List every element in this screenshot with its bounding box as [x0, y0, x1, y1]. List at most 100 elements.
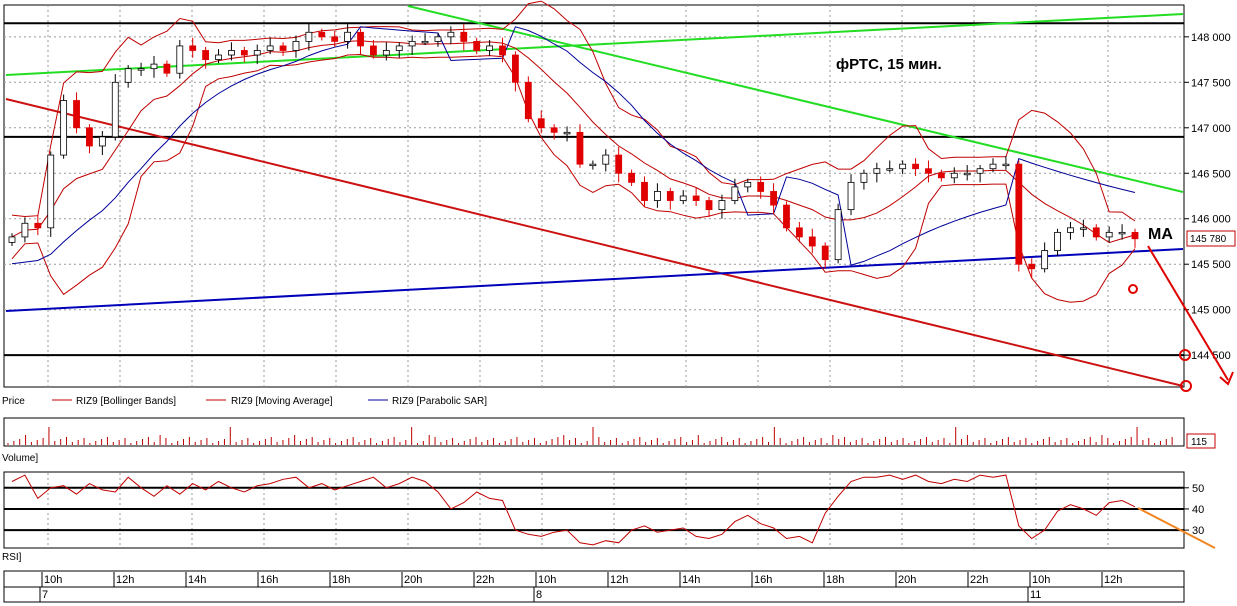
y-tick-label: 146 000: [1191, 214, 1231, 226]
candle-body: [757, 181, 765, 192]
candle-body: [886, 168, 894, 171]
green-trend-line-falling: [407, 5, 1184, 193]
candle-body: [937, 172, 945, 179]
candle-body: [266, 45, 274, 51]
candle-body: [215, 54, 222, 60]
day-label: 7: [42, 589, 48, 601]
candle-body: [834, 209, 842, 261]
x-tick-label: 12h: [116, 574, 134, 586]
target-marker: [1180, 380, 1192, 392]
candle-body: [344, 31, 352, 42]
volume-panel-frame: [3, 417, 1185, 447]
rsi-grid: [47, 473, 1109, 547]
candle-body: [963, 172, 971, 176]
candle-body: [808, 236, 816, 247]
candle-body: [1067, 227, 1074, 233]
candle-body: [111, 81, 119, 138]
candle-body: [137, 68, 145, 71]
candle-body: [279, 45, 287, 51]
candle-body: [537, 118, 545, 129]
candle-body: [795, 227, 803, 238]
candle-body: [524, 81, 532, 120]
candle-body: [292, 40, 300, 51]
candle-body: [240, 50, 248, 56]
rsi-tick-label: 40: [1192, 504, 1204, 516]
candle-body: [331, 36, 339, 42]
red-trend-line: [5, 98, 1184, 387]
candle-body: [86, 127, 93, 147]
price-axis: 144 500 145 000 145 500 146 000 146 500 147 0…: [1184, 32, 1231, 362]
y-tick-label: 145 500: [1191, 259, 1231, 271]
candle-body: [202, 50, 210, 60]
candle-body: [421, 40, 429, 44]
candle-body: [382, 50, 390, 56]
x-tick-label: 12h: [1104, 574, 1122, 586]
candle-body: [60, 100, 68, 156]
x-tick-label: 16h: [260, 574, 278, 586]
rsi-line: [11, 474, 1136, 546]
candle-body: [189, 45, 197, 51]
rsi-panel-frame: [3, 471, 1185, 549]
x-tick-label: 18h: [332, 574, 350, 586]
volume-label: Volume]: [2, 453, 38, 464]
y-tick-label: 146 500: [1191, 168, 1231, 180]
volume-value-tag: [1186, 433, 1216, 449]
candle-body: [357, 31, 364, 47]
day-label: 8: [536, 589, 542, 601]
legend-parabolic-sar: RIZ9 [Parabolic SAR]: [392, 396, 487, 407]
candle-body: [899, 163, 907, 170]
x-tick-label: 20h: [404, 574, 422, 586]
candle-body: [589, 163, 597, 167]
candle-body: [1092, 227, 1100, 238]
candle-body: [1079, 227, 1087, 230]
sar-line: [11, 26, 1136, 266]
candle-body: [821, 245, 829, 261]
candle-body: [305, 31, 313, 42]
candle-body: [176, 45, 184, 74]
candle-body: [1118, 231, 1126, 235]
candle-body: [873, 168, 881, 174]
candle-body: [499, 45, 506, 56]
candle-body: [563, 131, 571, 135]
x-tick-label: 10h: [538, 574, 556, 586]
candle-body: [615, 154, 623, 174]
target-marker: [1179, 349, 1191, 361]
candle-body: [512, 54, 519, 83]
x-tick-label: 14h: [188, 574, 206, 586]
candle-body: [576, 131, 584, 165]
legend-moving-average: RIZ9 [Moving Average]: [231, 396, 333, 407]
candle-body: [34, 222, 42, 229]
candle-body: [1054, 231, 1061, 251]
candle-body: [253, 50, 261, 56]
candle-body: [1015, 163, 1023, 265]
candle-body: [602, 154, 610, 165]
forecast-arrow-head: [1219, 371, 1234, 386]
candle-body: [460, 31, 468, 42]
candle-body: [318, 31, 326, 38]
candle-body: [770, 191, 777, 206]
candle-body: [666, 191, 674, 201]
green-trend-line-rising: [5, 13, 1184, 76]
candle-body: [860, 172, 868, 183]
rsi-tick-label: 50: [1192, 483, 1204, 495]
legend-bollinger: RIZ9 [Bollinger Bands]: [76, 396, 176, 407]
candle-body: [950, 172, 958, 179]
candle-body: [641, 181, 648, 201]
candle-body: [370, 45, 377, 56]
ma-annotation: MA: [1148, 226, 1173, 243]
candle-body: [705, 200, 713, 211]
time-axis: 10h 12h 14h 16h 18h 20h 22h 10h 12h 14h 16h 18h 20h 2…: [39, 572, 1122, 602]
legend-price: Price: [2, 396, 25, 407]
rsi-forecast-arrow: [1137, 507, 1216, 549]
bollinger-lower: [11, 53, 1136, 303]
y-tick-label: 147 000: [1191, 123, 1231, 135]
candle-body: [8, 236, 16, 243]
day-label: 11: [1030, 589, 1041, 601]
x-tick-label: 16h: [754, 574, 772, 586]
x-tick-label: 20h: [898, 574, 916, 586]
x-tick-label: 10h: [1032, 574, 1050, 586]
candle-body: [692, 195, 700, 201]
candle-body: [989, 163, 997, 170]
moving-average: [11, 40, 1136, 244]
